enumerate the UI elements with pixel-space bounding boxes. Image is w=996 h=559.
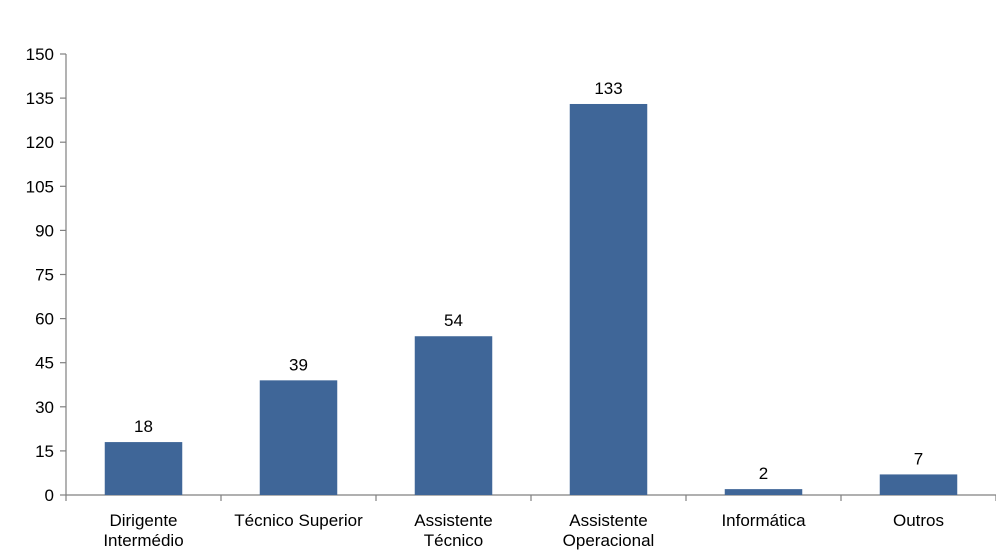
data-label: 133 (594, 79, 622, 98)
y-axis-ticks: 0 15 30 45 60 75 90 105 120 135 150 (26, 45, 66, 505)
x-category-label: Outros (893, 511, 944, 530)
data-label: 39 (289, 355, 308, 374)
y-tick-label: 150 (26, 45, 54, 64)
data-label: 18 (134, 417, 153, 436)
bar (104, 442, 183, 495)
data-label: 7 (914, 449, 923, 468)
y-tick-label: 60 (35, 310, 54, 329)
y-tick-label: 75 (35, 266, 54, 285)
x-axis-labels: Dirigente Intermédio Técnico Superior Assis… (103, 511, 944, 550)
bars (104, 103, 958, 495)
y-tick-label: 0 (45, 486, 54, 505)
data-label: 2 (759, 464, 768, 483)
x-category-label: Assistente Operacional (563, 511, 655, 550)
x-category-label: Dirigente Intermédio (103, 511, 183, 550)
x-category-label: Informática (721, 511, 806, 530)
bar (569, 103, 648, 495)
data-label: 54 (444, 311, 463, 330)
y-tick-label: 15 (35, 442, 54, 461)
x-category-label: Assistente Técnico (414, 511, 492, 550)
bar (259, 380, 338, 495)
x-category-label: Técnico Superior (234, 511, 363, 530)
bar (879, 474, 958, 495)
bar (724, 489, 803, 495)
bar (414, 336, 493, 495)
data-labels: 18 39 54 133 2 7 (134, 79, 923, 483)
y-tick-label: 45 (35, 354, 54, 373)
y-tick-label: 90 (35, 221, 54, 240)
y-tick-label: 120 (26, 133, 54, 152)
axes (65, 54, 996, 501)
y-tick-label: 135 (26, 89, 54, 108)
y-tick-label: 30 (35, 398, 54, 417)
y-tick-label: 105 (26, 177, 54, 196)
